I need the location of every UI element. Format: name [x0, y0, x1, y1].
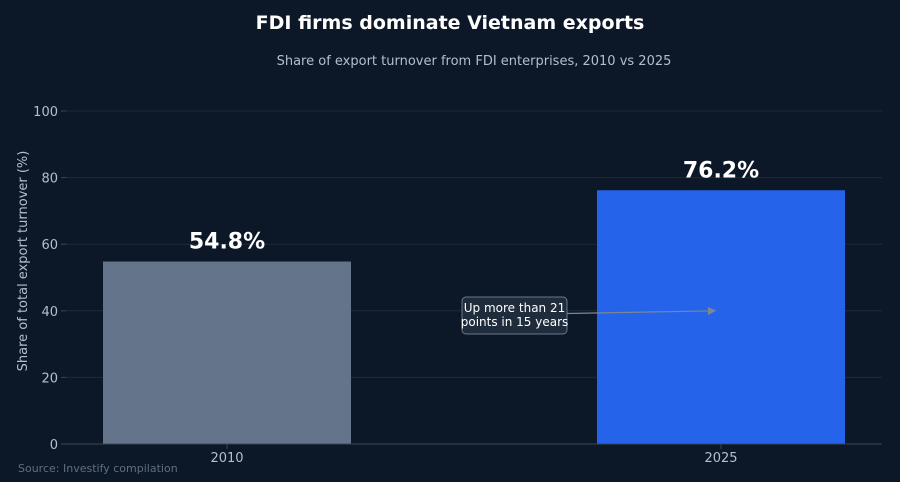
chart-subtitle: Share of export turnover from FDI enterp… — [277, 54, 672, 69]
annotation-arrow — [566, 306, 717, 316]
y-axis: 0 20 40 60 80 100 — [33, 105, 66, 453]
y-tick-label: 60 — [41, 238, 58, 253]
bar-2010 — [103, 261, 351, 444]
x-axis: 2010 2025 — [66, 443, 882, 466]
y-tick-label: 40 — [41, 305, 58, 320]
bar-layer — [103, 190, 845, 444]
y-tick-label: 100 — [33, 105, 58, 120]
chart-title: FDI firms dominate Vietnam exports — [256, 12, 645, 34]
bar-2025 — [597, 190, 845, 444]
y-axis-title: Share of total export turnover (%) — [16, 151, 31, 372]
y-tick-label: 20 — [41, 371, 58, 386]
source-note: Source: Investify compilation — [18, 462, 178, 475]
data-label-layer: 54.8% 76.2% — [189, 158, 759, 254]
annotation-box — [461, 296, 568, 335]
data-label: 54.8% — [189, 230, 265, 255]
annotation-text: points in 15 years — [461, 315, 569, 329]
data-label: 76.2% — [683, 158, 759, 183]
x-tick-label: 2010 — [210, 451, 243, 466]
y-tick-label: 0 — [50, 438, 58, 453]
y-tick-label: 80 — [41, 172, 58, 187]
x-tick-label: 2025 — [704, 451, 737, 466]
annotation-text: Up more than 21 — [464, 301, 565, 315]
